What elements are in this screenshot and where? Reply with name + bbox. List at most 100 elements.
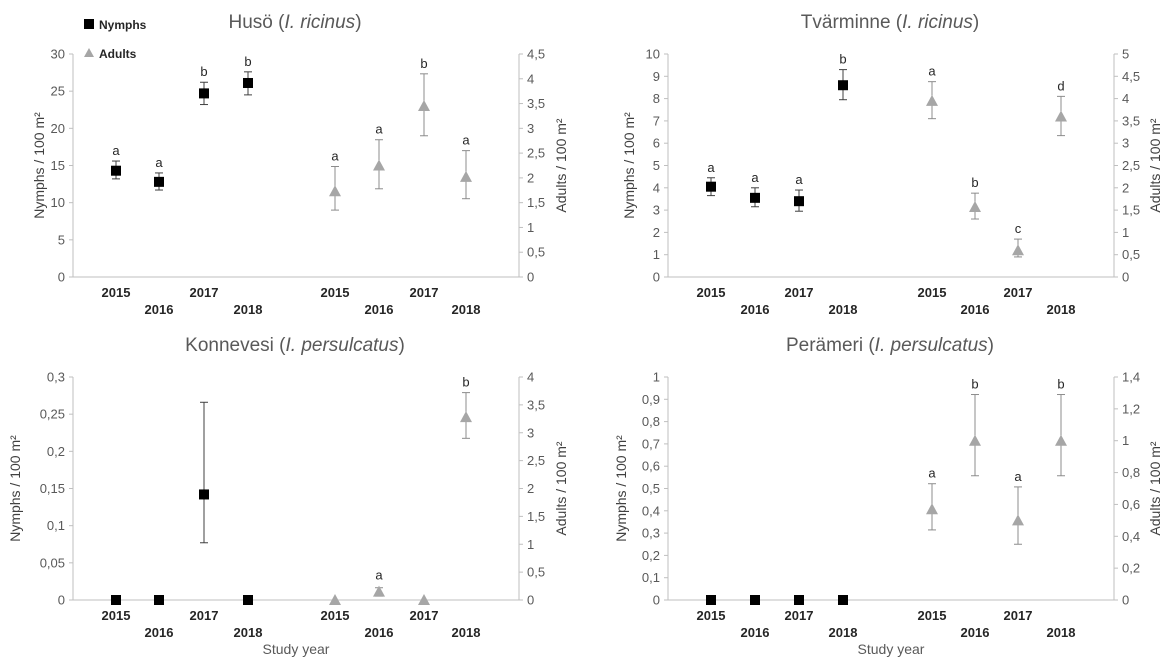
y-left-tick-label: 0,2 bbox=[47, 444, 65, 459]
y-left-tick-label: 6 bbox=[653, 136, 660, 151]
chart-panel-3: Konnevesi (I. persulcatus) 0 0,05 0,1 0,15 0,… bbox=[7, 335, 569, 657]
data-point-nymphs bbox=[243, 595, 253, 605]
data-point-nymphs bbox=[111, 165, 121, 176]
data-point-nymphs bbox=[706, 181, 716, 192]
y-left-tick-label: 0,5 bbox=[642, 481, 660, 496]
y-left-tick-label: 0,7 bbox=[642, 436, 660, 451]
data-point-adults bbox=[329, 594, 341, 605]
x-tick-label: 2016 bbox=[145, 302, 174, 317]
significance-letter: b bbox=[420, 56, 427, 71]
y-right-tick-label: 0,4 bbox=[1122, 529, 1140, 544]
y-right-tick-label: 0,2 bbox=[1122, 561, 1140, 576]
y-right-tick-label: 2 bbox=[1122, 180, 1129, 195]
significance-letter: a bbox=[751, 170, 759, 185]
x-axis-title: Study year bbox=[858, 641, 925, 657]
chart-panel-1: Husö (I. ricinus) 0 5 10 15 20 25 30 0 0,5 1 1,5 2 2,… bbox=[31, 12, 569, 317]
y-axis-right-label: Adults / 100 m² bbox=[553, 118, 569, 212]
y-right-tick-label: 4 bbox=[527, 370, 534, 385]
y-left-tick-label: 4 bbox=[653, 180, 660, 195]
chart-title-species: I. ricinus bbox=[902, 12, 973, 33]
significance-letter: b bbox=[1057, 377, 1064, 392]
significance-letter: a bbox=[375, 568, 383, 583]
y-right-tick-label: 0,5 bbox=[1122, 247, 1140, 262]
x-tick-label: 2016 bbox=[961, 625, 990, 640]
x-tick-label: 2015 bbox=[321, 608, 350, 623]
significance-letter: b bbox=[244, 54, 251, 69]
data-point-nymphs bbox=[154, 176, 164, 187]
x-tick-label: 2015 bbox=[918, 608, 947, 623]
data-point-nymphs bbox=[243, 77, 253, 88]
x-tick-label: 2015 bbox=[697, 608, 726, 623]
y-right-tick-label: 2 bbox=[527, 481, 534, 496]
chart-title-species: I. persulcatus bbox=[875, 335, 988, 356]
y-axis-left-label: Nymphs / 100 m² bbox=[7, 435, 23, 542]
x-tick-label: 2017 bbox=[410, 608, 439, 623]
data-point-adults bbox=[1012, 514, 1024, 526]
data-point-adults bbox=[969, 434, 981, 446]
y-left-tick-label: 30 bbox=[51, 47, 65, 62]
x-tick-label: 2016 bbox=[741, 625, 770, 640]
x-tick-label: 2016 bbox=[145, 625, 174, 640]
x-tick-label: 2017 bbox=[1004, 285, 1033, 300]
chart-panel-4: Perämeri (I. persulcatus) 0 0,1 0,2 0,3 0,4 0,… bbox=[613, 335, 1163, 657]
significance-letter: a bbox=[928, 466, 936, 481]
y-left-tick-label: 0,25 bbox=[40, 407, 65, 422]
y-right-tick-label: 0,6 bbox=[1122, 497, 1140, 512]
y-right-tick-label: 1 bbox=[1122, 225, 1129, 240]
data-point-adults bbox=[1055, 434, 1067, 446]
chart-title-site: Husö ( bbox=[228, 12, 285, 33]
data-point-adults bbox=[460, 170, 472, 182]
y-left-tick-label: 2 bbox=[653, 225, 660, 240]
data-point-adults bbox=[329, 185, 341, 197]
data-point-nymphs bbox=[794, 196, 804, 207]
data-point-nymphs bbox=[111, 595, 121, 605]
y-left-tick-label: 0,15 bbox=[40, 481, 65, 496]
data-point-adults bbox=[1055, 110, 1067, 122]
y-left-tick-label: 25 bbox=[51, 84, 65, 99]
y-right-tick-label: 2 bbox=[527, 170, 534, 185]
y-right-tick-label: 1 bbox=[1122, 433, 1129, 448]
y-right-tick-label: 2,5 bbox=[527, 453, 545, 468]
y-right-tick-label: 0,5 bbox=[527, 565, 545, 580]
x-tick-label: 2016 bbox=[961, 302, 990, 317]
significance-letter: a bbox=[375, 122, 383, 137]
y-axis-left-label: Nymphs / 100 m² bbox=[613, 435, 629, 542]
chart-title-species: I. ricinus bbox=[284, 12, 355, 33]
y-left-tick-label: 0,9 bbox=[642, 392, 660, 407]
y-right-tick-label: 1 bbox=[527, 220, 534, 235]
y-left-tick-label: 9 bbox=[653, 69, 660, 84]
data-point-nymphs bbox=[199, 88, 209, 99]
y-right-tick-label: 1 bbox=[527, 537, 534, 552]
x-tick-label: 2017 bbox=[785, 608, 814, 623]
significance-letter: b bbox=[971, 175, 978, 190]
legend-adults-label: Adults bbox=[99, 47, 137, 61]
significance-letter: b bbox=[200, 64, 207, 79]
x-tick-label: 2017 bbox=[1004, 608, 1033, 623]
y-left-tick-label: 20 bbox=[51, 121, 65, 136]
y-left-tick-label: 0,8 bbox=[642, 414, 660, 429]
x-tick-label: 2017 bbox=[190, 285, 219, 300]
chart-title: Husö (I. ricinus) bbox=[228, 12, 361, 33]
data-point-adults bbox=[926, 503, 938, 515]
y-left-tick-label: 0,2 bbox=[642, 548, 660, 563]
chart-title-site: Konnevesi ( bbox=[185, 335, 286, 356]
y-right-tick-label: 4 bbox=[527, 71, 534, 86]
y-right-tick-label: 1,5 bbox=[1122, 203, 1140, 218]
y-left-tick-label: 1 bbox=[653, 247, 660, 262]
y-left-tick-label: 0 bbox=[58, 270, 65, 285]
y-axis-right-label: Adults / 100 m² bbox=[1147, 118, 1163, 212]
data-point-nymphs bbox=[750, 595, 760, 605]
chart-title-close: ) bbox=[355, 12, 361, 33]
data-point-adults bbox=[926, 94, 938, 106]
x-tick-label: 2015 bbox=[918, 285, 947, 300]
x-tick-label: 2015 bbox=[102, 608, 131, 623]
x-tick-label: 2018 bbox=[452, 625, 481, 640]
x-tick-label: 2018 bbox=[452, 302, 481, 317]
x-tick-label: 2017 bbox=[410, 285, 439, 300]
legend: Nymphs Adults bbox=[84, 18, 147, 61]
y-left-tick-label: 0 bbox=[653, 270, 660, 285]
significance-letter: a bbox=[707, 160, 715, 175]
y-right-tick-label: 0 bbox=[1122, 593, 1129, 608]
y-left-tick-label: 0,3 bbox=[47, 370, 65, 385]
